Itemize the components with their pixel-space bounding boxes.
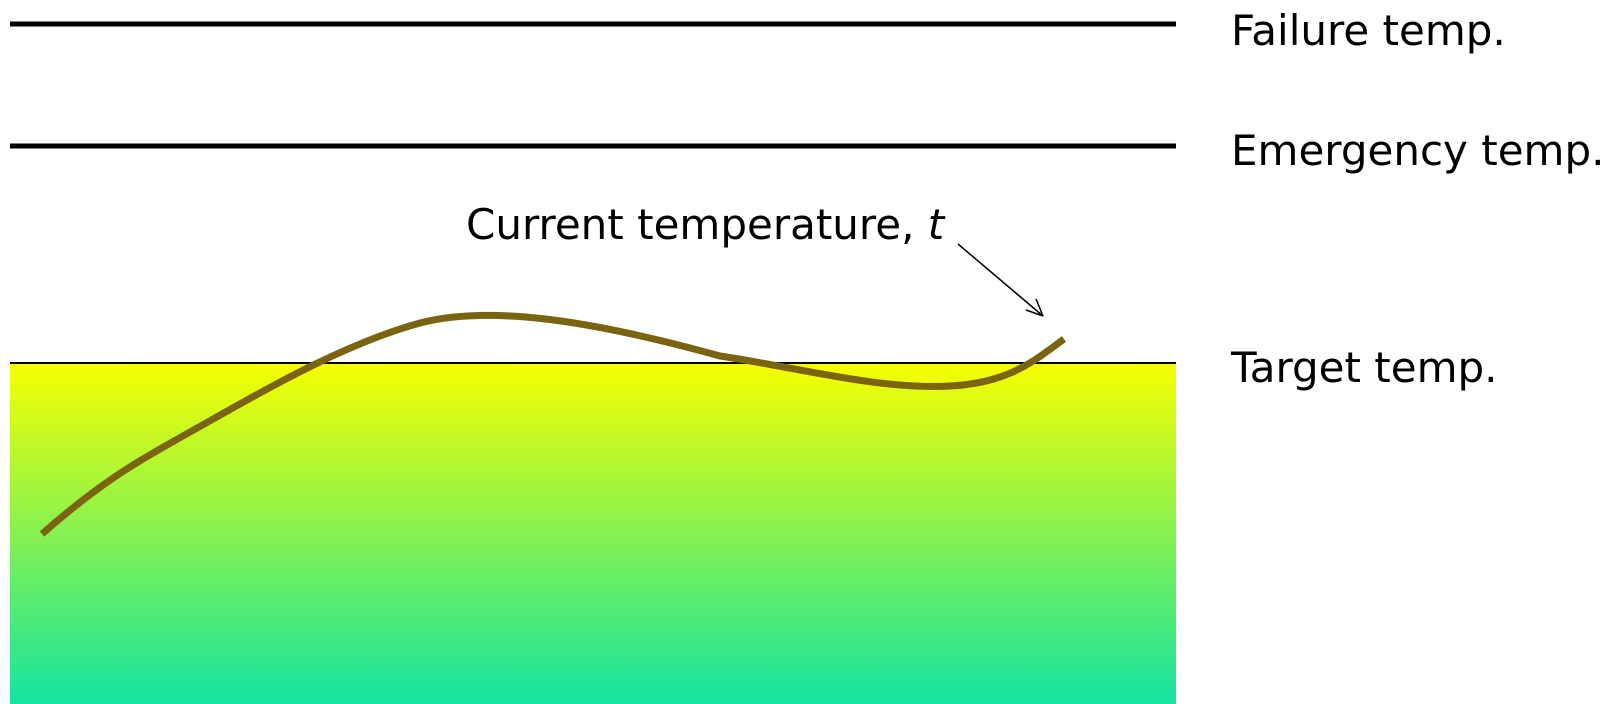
current-temperature-curve bbox=[39, 311, 1067, 537]
pointer-arrow bbox=[957, 243, 1044, 317]
below-target-zone bbox=[10, 363, 1176, 704]
temperature-variable: t bbox=[927, 200, 945, 249]
target-temp-label: Target temp. bbox=[1231, 343, 1498, 392]
current-temperature-text: Current temperature, bbox=[466, 200, 928, 249]
current-temperature-label: Current temperature, t bbox=[466, 204, 944, 246]
failure-temp-label: Failure temp. bbox=[1231, 6, 1506, 55]
emergency-temp-label: Emergency temp. bbox=[1231, 126, 1605, 175]
